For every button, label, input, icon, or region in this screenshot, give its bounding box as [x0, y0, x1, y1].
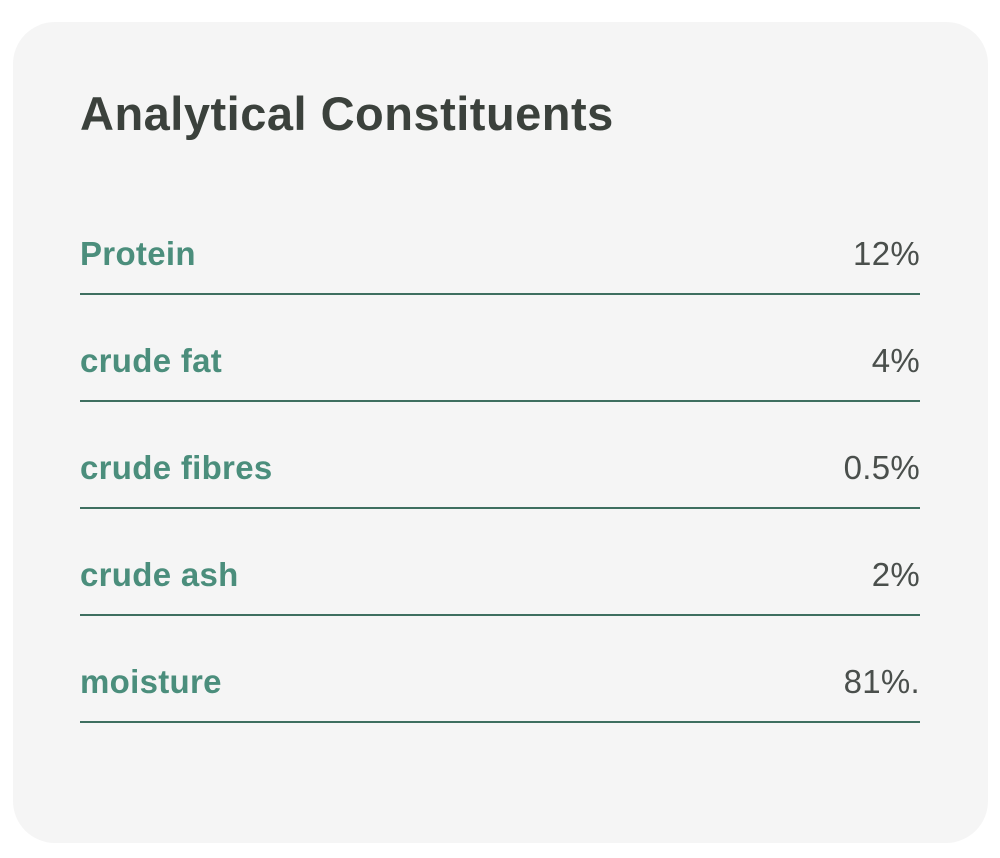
row-label: crude fat — [80, 342, 223, 380]
constituents-table: Protein 12% crude fat 4% crude fibres 0.… — [80, 188, 920, 724]
analytical-constituents-card: Analytical Constituents Protein 12% crud… — [13, 22, 988, 843]
card-title: Analytical Constituents — [80, 87, 614, 140]
row-label: crude fibres — [80, 449, 273, 487]
row-value: 0.5% — [843, 449, 920, 487]
row-value: 2% — [871, 556, 920, 594]
table-row-crude-ash: crude ash 2% — [80, 509, 920, 617]
row-value: 4% — [871, 342, 920, 380]
row-label: moisture — [80, 663, 222, 701]
row-value: 81%. — [843, 663, 920, 701]
table-row-moisture: moisture 81%. — [80, 616, 920, 724]
row-label: crude ash — [80, 556, 239, 594]
row-label: Protein — [80, 235, 196, 273]
table-row-crude-fat: crude fat 4% — [80, 295, 920, 403]
row-value: 12% — [853, 235, 920, 273]
table-row-protein: Protein 12% — [80, 188, 920, 296]
table-row-crude-fibres: crude fibres 0.5% — [80, 402, 920, 510]
